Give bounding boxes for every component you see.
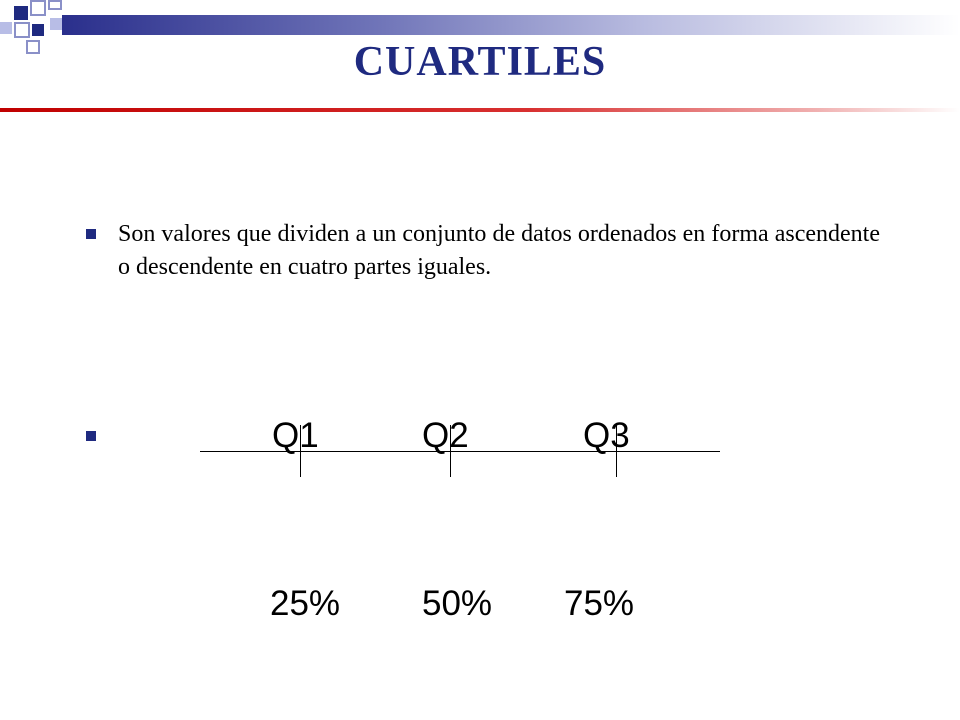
title-underline (0, 108, 960, 112)
header-gradient-band (62, 15, 960, 35)
decor-square (50, 18, 62, 30)
percent-label-q3: 75% (564, 584, 635, 623)
quartile-marker-q2 (450, 425, 451, 477)
decor-square (26, 40, 40, 54)
decor-square (14, 22, 30, 38)
quartile-label-q2: Q2 (422, 416, 469, 455)
bullet-marker (86, 229, 96, 239)
decor-square (32, 24, 44, 36)
percent-label-q2: 50% (422, 584, 493, 623)
quartile-marker-q3 (616, 425, 617, 477)
decor-square (0, 22, 12, 34)
quartile-label-q3: Q3 (583, 416, 630, 455)
data-axis-line (200, 451, 720, 452)
bullet-marker (86, 431, 96, 441)
decor-square (48, 0, 62, 10)
quartile-label-q1: Q1 (272, 416, 319, 455)
decor-square (14, 6, 28, 20)
definition-text: Son valores que dividen a un conjunto de… (118, 221, 880, 280)
quartile-marker-q1 (300, 425, 301, 477)
percent-label-q1: 25% (270, 584, 341, 623)
slide-title: CUARTILES (353, 39, 607, 85)
decor-square (30, 0, 46, 16)
